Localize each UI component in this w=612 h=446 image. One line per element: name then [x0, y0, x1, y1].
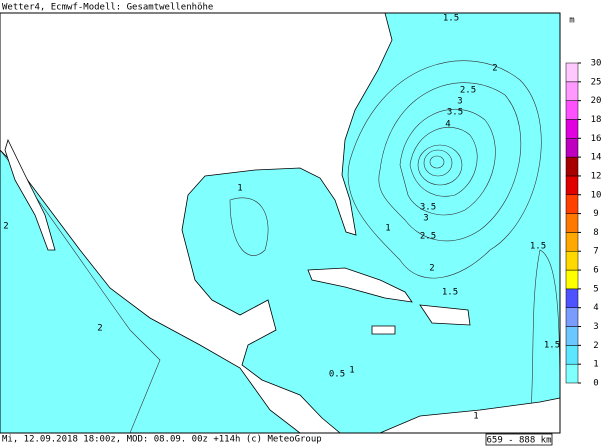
contour-label: 1	[473, 412, 478, 422]
contour-label: 1.5	[544, 341, 560, 351]
legend-band	[565, 250, 579, 271]
wave-band-10	[429, 155, 445, 169]
legend-band	[565, 288, 579, 308]
contour-label: 4	[445, 120, 450, 130]
legend-label: 30	[591, 59, 602, 69]
wave-band-2	[378, 82, 522, 242]
contour-label: 2.5	[460, 86, 476, 96]
cuba	[307, 267, 413, 303]
legend-band	[565, 213, 579, 233]
contour-label: 3.5	[447, 108, 463, 118]
legend-label: 14	[591, 153, 602, 163]
legend-label: 7	[593, 247, 598, 257]
legend-band	[565, 100, 579, 120]
legend-band	[565, 363, 579, 384]
baja-california	[4, 138, 56, 251]
legend-label: 0	[593, 379, 598, 389]
wave-band-1	[347, 60, 542, 279]
legend-label: 5	[593, 284, 598, 294]
legend-label: 8	[593, 228, 598, 238]
contour-label: 2	[97, 324, 102, 334]
map-frame	[0, 12, 561, 434]
legend-label: 4	[593, 303, 598, 313]
legend-band	[565, 138, 579, 158]
legend-band	[565, 307, 579, 327]
contour-label: 1.5	[442, 288, 458, 298]
legend-band	[565, 175, 579, 196]
legend-label: 25	[591, 77, 602, 87]
legend-band	[565, 62, 579, 83]
legend-label: 10	[591, 190, 602, 200]
contour-label: 2	[492, 64, 497, 74]
legend-band	[565, 345, 579, 365]
contour-label: 2	[3, 222, 8, 232]
legend-band	[565, 156, 579, 177]
legend-band	[565, 81, 579, 101]
legend-label: 16	[591, 134, 602, 144]
legend-band	[565, 232, 579, 252]
footer-info: Mi, 12.09.2018 18:00z, MOD: 08.09. 00z +…	[2, 435, 322, 445]
legend-band	[565, 194, 579, 214]
contour-label: 1.5	[530, 242, 546, 252]
legend-label: 12	[591, 171, 602, 181]
legend-label: 20	[591, 96, 602, 106]
legend-label: 9	[593, 209, 598, 219]
map	[0, 12, 561, 434]
north-america	[0, 12, 393, 434]
hispaniola	[419, 304, 471, 326]
contour-label: 1	[385, 224, 390, 234]
scale-label: 659 - 888 km	[486, 436, 551, 446]
legend-label: 18	[591, 115, 602, 125]
legend-band	[565, 326, 579, 346]
contour-label: 0.5	[329, 370, 345, 380]
header-title: Wetter4, Ecmwf-Modell: Gesamtwellenhöhe	[2, 3, 213, 13]
contour-label: 2	[429, 264, 434, 274]
legend-label: 3	[593, 322, 598, 332]
legend-label: 2	[593, 341, 598, 351]
contour-label: 1	[237, 184, 242, 194]
contour-label: 1	[349, 366, 354, 376]
wave-band-7	[423, 149, 453, 177]
legend-label: 1	[593, 360, 598, 370]
contour-label: 1.5	[443, 14, 459, 24]
scale-box	[485, 433, 553, 446]
legend-unit: m	[569, 16, 574, 26]
legend-label: 6	[593, 266, 598, 276]
contour-label: 3	[423, 214, 428, 224]
contour-label: 3	[457, 97, 462, 107]
wave-band-3	[399, 109, 496, 216]
wave-band-5	[417, 144, 463, 186]
jamaica	[371, 325, 396, 335]
gulf-band	[229, 197, 269, 256]
legend-band	[565, 119, 579, 139]
wave-band-4	[409, 127, 478, 197]
contour-label: 2.5	[420, 232, 436, 242]
contour-label: 3.5	[420, 203, 436, 213]
legend-band	[565, 269, 579, 290]
